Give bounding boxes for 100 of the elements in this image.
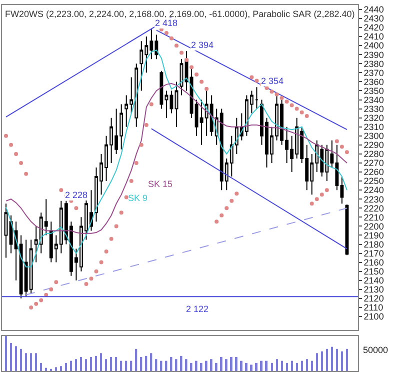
bar bbox=[185, 359, 188, 371]
bar bbox=[190, 362, 192, 371]
bar bbox=[306, 359, 308, 371]
text: FW20WS (2,223.00, 2,224.00, 2,168.00, 2,169.00, -61.0000), Parabolic SAR (2,282.40) bbox=[5, 9, 355, 19]
bar bbox=[220, 356, 222, 371]
bar bbox=[301, 360, 303, 371]
y-tick-label: 2400 bbox=[364, 40, 384, 51]
line-series bbox=[6, 83, 348, 234]
y-tick-label: 2150 bbox=[364, 266, 384, 276]
ref-line-label: 2 122 bbox=[186, 304, 209, 314]
bar bbox=[55, 367, 57, 371]
bar bbox=[200, 362, 202, 371]
y-tick-label: 2260 bbox=[364, 167, 384, 178]
bar bbox=[5, 336, 7, 371]
bar bbox=[331, 346, 333, 371]
bar bbox=[150, 353, 152, 371]
bar bbox=[45, 368, 47, 371]
bar bbox=[130, 360, 132, 371]
y-tick-label: 2220 bbox=[364, 203, 384, 214]
bar bbox=[286, 362, 288, 371]
bar bbox=[135, 348, 138, 371]
bar bbox=[25, 353, 27, 371]
y-tick-label: 2300 bbox=[364, 131, 384, 142]
bar bbox=[100, 353, 102, 371]
bar bbox=[316, 353, 318, 371]
bar bbox=[281, 360, 283, 371]
y-tick-label: 2210 bbox=[364, 212, 384, 222]
bar bbox=[265, 360, 268, 371]
y-tick-label: 2380 bbox=[364, 58, 384, 69]
bar bbox=[115, 356, 118, 371]
bar bbox=[205, 360, 208, 371]
y-tick-label: 2370 bbox=[364, 68, 384, 78]
y-tick-label: 2100 bbox=[364, 312, 384, 322]
y-tick-label: 2320 bbox=[364, 112, 384, 123]
bar bbox=[326, 348, 328, 371]
bar bbox=[255, 362, 258, 371]
bar bbox=[20, 348, 22, 371]
y-tick-label: 2290 bbox=[364, 140, 384, 150]
y-tick-label: 2250 bbox=[364, 176, 384, 186]
y-tick-label: 2430 bbox=[364, 14, 384, 24]
y-tick-label: 2110 bbox=[364, 302, 384, 313]
bar bbox=[225, 359, 228, 371]
bar bbox=[65, 362, 67, 371]
candlestick bbox=[254, 86, 258, 110]
y-tick-label: 2360 bbox=[364, 76, 384, 87]
bar bbox=[145, 356, 148, 371]
annotation: 2 228 bbox=[65, 190, 88, 200]
annotation: 2 394 bbox=[191, 40, 214, 50]
y-tick-label: 2410 bbox=[364, 32, 384, 42]
y-tick-label: 2310 bbox=[364, 122, 384, 132]
y-tick-label: 2160 bbox=[364, 257, 384, 268]
bar bbox=[346, 348, 348, 371]
candlestick bbox=[345, 204, 349, 256]
bar bbox=[80, 356, 82, 371]
y-tick-label: 2440 bbox=[364, 4, 384, 15]
text: 50000 bbox=[363, 345, 388, 355]
y-tick-label: 2330 bbox=[364, 104, 384, 114]
bar bbox=[210, 359, 212, 371]
bar bbox=[85, 359, 87, 371]
y-tick-label: 2240 bbox=[364, 185, 384, 196]
annotation: 2 354 bbox=[261, 76, 284, 86]
y-tick-label: 2350 bbox=[364, 86, 384, 96]
bar bbox=[175, 359, 178, 371]
bar bbox=[235, 356, 238, 371]
y-tick-label: 2140 bbox=[364, 276, 384, 286]
annotation: 2 418 bbox=[155, 18, 178, 28]
bar bbox=[245, 362, 248, 371]
y-tick-label: 2120 bbox=[364, 294, 384, 304]
text: SK 9 bbox=[128, 193, 148, 203]
line-series bbox=[6, 50, 348, 268]
bar bbox=[60, 366, 62, 371]
y-tick-label: 2170 bbox=[364, 248, 384, 258]
bar bbox=[296, 362, 298, 371]
y-tick-label: 2340 bbox=[364, 94, 384, 105]
bar bbox=[291, 360, 293, 371]
bar bbox=[341, 351, 343, 371]
y-tick-label: 2130 bbox=[364, 284, 384, 295]
bar bbox=[321, 351, 323, 371]
bar bbox=[240, 360, 242, 371]
bar bbox=[70, 360, 72, 371]
bar bbox=[195, 360, 198, 371]
bar bbox=[30, 353, 32, 371]
bar bbox=[110, 356, 112, 371]
bar bbox=[260, 360, 262, 371]
bar bbox=[336, 348, 338, 371]
bar bbox=[75, 359, 77, 371]
bar bbox=[40, 362, 42, 371]
candlestick bbox=[4, 203, 8, 258]
text: SK 15 bbox=[148, 179, 173, 189]
y-tick-label: 2230 bbox=[364, 194, 384, 204]
bar bbox=[35, 353, 37, 371]
bar bbox=[170, 356, 172, 371]
y-tick-label: 2420 bbox=[364, 22, 384, 33]
y-tick-label: 2180 bbox=[364, 239, 384, 250]
bar bbox=[10, 342, 12, 371]
y-tick-label: 2390 bbox=[364, 50, 384, 60]
bar bbox=[15, 346, 17, 371]
candlestick bbox=[174, 81, 178, 128]
bar bbox=[250, 364, 252, 371]
bar bbox=[311, 360, 313, 371]
